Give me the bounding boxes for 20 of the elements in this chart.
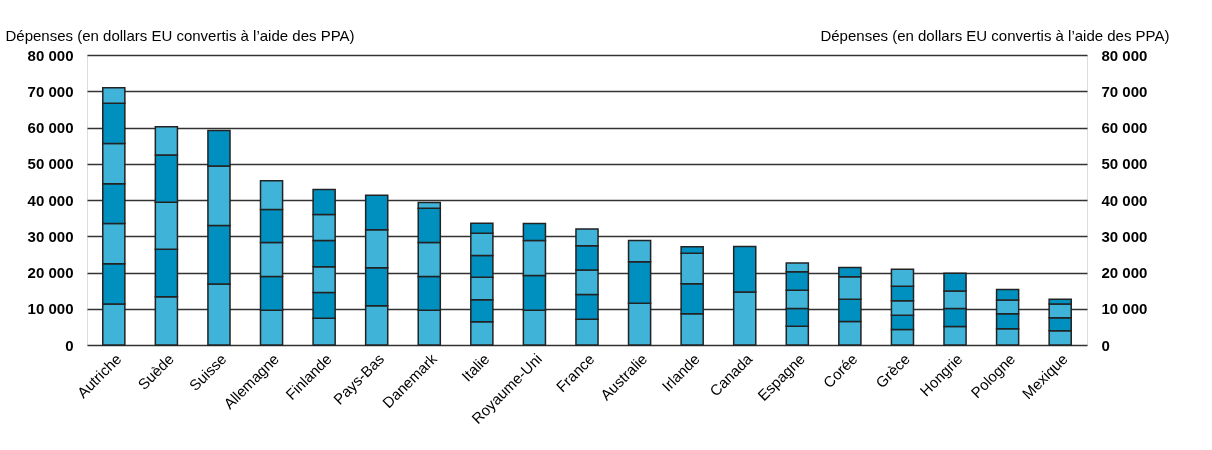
y-tick-label: 40 000	[27, 191, 74, 209]
y-tick-label: 80 000	[27, 46, 74, 64]
y-tick-label: 10 000	[27, 300, 74, 318]
y-tick-label: 50 000	[27, 155, 74, 173]
y2-tick-label: 10 000	[1101, 300, 1148, 318]
y-tick-label: 60 000	[27, 119, 74, 136]
y2-tick-label: 50 000	[1101, 155, 1148, 173]
y-tick-label: 20 000	[27, 264, 74, 281]
y2-tick-label: 70 000	[1101, 82, 1148, 100]
y2-tick-label: 0	[1101, 336, 1110, 354]
y2-tick-label: 20 000	[1101, 264, 1148, 281]
y2-axis-title: Dépenses (en dollars EU convertis à l’aide des PPA)	[820, 26, 1170, 44]
y2-tick-label: 40 000	[1101, 191, 1148, 209]
y2-tick-label: 30 000	[1101, 227, 1148, 245]
y-tick-label: 70 000	[27, 82, 74, 100]
y-tick-label: 30 000	[27, 227, 74, 245]
y2-tick-label: 80 000	[1101, 46, 1148, 64]
y-tick-label: 0	[65, 336, 74, 354]
y-axis-title: Dépenses (en dollars EU convertis à l’aide des PPA)	[5, 26, 355, 44]
y2-tick-label: 60 000	[1101, 119, 1148, 136]
